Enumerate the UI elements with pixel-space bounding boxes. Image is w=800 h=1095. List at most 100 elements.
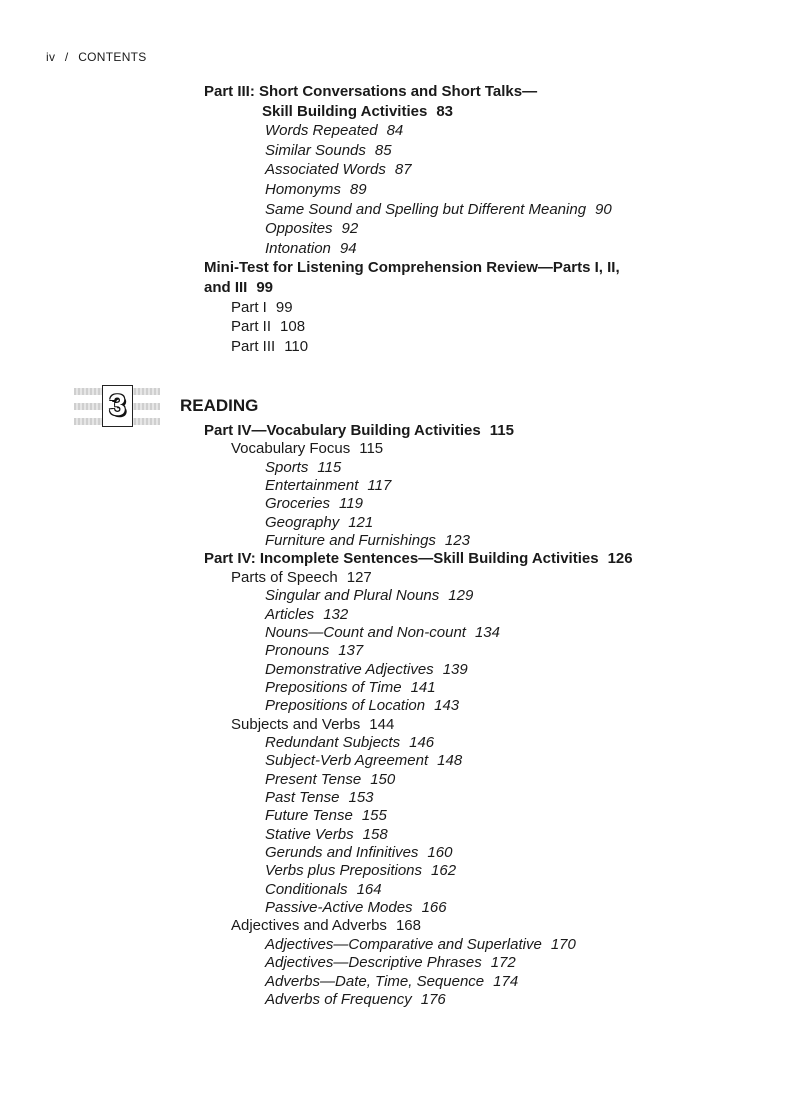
toc-entry-title: Future Tense bbox=[265, 807, 353, 825]
toc-entry-page: 89 bbox=[349, 181, 367, 198]
toc-entry-page: 99 bbox=[275, 298, 293, 316]
toc-entry: Present Tense 150 bbox=[265, 771, 395, 788]
toc-entry: Skill Building Activities 83 bbox=[262, 103, 453, 120]
toc-entry-page: 160 bbox=[427, 844, 453, 862]
toc-entry-title: Stative Verbs bbox=[265, 825, 354, 843]
toc-entry: Associated Words 87 bbox=[265, 161, 412, 178]
toc-entry: Words Repeated 84 bbox=[265, 122, 403, 139]
toc-entry: Articles 132 bbox=[265, 606, 348, 623]
toc-entry-page: 153 bbox=[348, 789, 374, 806]
toc-entry: Passive-Active Modes 166 bbox=[265, 899, 447, 916]
toc-entry-page: 141 bbox=[410, 678, 436, 696]
toc-entry-title: Passive-Active Modes bbox=[265, 899, 413, 917]
toc-entry-page: 92 bbox=[341, 220, 359, 238]
toc-entry: Adverbs—Date, Time, Sequence 174 bbox=[265, 973, 518, 990]
page-number: iv bbox=[46, 50, 56, 64]
toc-entry-page: 168 bbox=[395, 917, 421, 935]
toc-entry-title: Associated Words bbox=[265, 161, 386, 179]
toc-entry: Part II 108 bbox=[231, 318, 305, 335]
toc-entry-page: 132 bbox=[323, 605, 349, 623]
toc-entry-page: 146 bbox=[409, 733, 435, 751]
toc-entry: Intonation 94 bbox=[265, 240, 357, 257]
toc-entry-page: 172 bbox=[490, 954, 516, 972]
toc-entry-page: 148 bbox=[437, 752, 463, 770]
toc-entry: Verbs plus Prepositions 162 bbox=[265, 862, 456, 879]
toc-entry-page: 144 bbox=[369, 715, 395, 733]
toc-entry-title: Subjects and Verbs bbox=[231, 715, 361, 733]
toc-entry: Conditionals 164 bbox=[265, 881, 382, 898]
toc-entry-page: 115 bbox=[489, 422, 514, 439]
toc-entry-page: 99 bbox=[256, 279, 274, 296]
toc-entry-title: Skill Building Activities bbox=[262, 102, 428, 120]
toc-entry-page: 137 bbox=[338, 642, 364, 660]
toc-entry: Gerunds and Infinitives 160 bbox=[265, 844, 452, 861]
toc-entry-title: Furniture and Furnishings bbox=[265, 532, 436, 550]
toc-entry-page: 83 bbox=[436, 102, 453, 120]
toc-entry-page: 87 bbox=[394, 161, 412, 179]
toc-entry-title: Opposites bbox=[265, 220, 333, 238]
toc-entry-page: 176 bbox=[420, 990, 446, 1008]
toc-entry-title: Part IV—Vocabulary Building Activities bbox=[204, 422, 481, 439]
toc-entry: Part IV: Incomplete Sentences—Skill Buil… bbox=[204, 550, 633, 567]
toc-entry: Similar Sounds 85 bbox=[265, 142, 392, 159]
toc-entry-title: Adverbs—Date, Time, Sequence bbox=[265, 972, 485, 990]
toc-entry: Adjectives—Comparative and Superlative 17… bbox=[265, 936, 576, 953]
toc-entry-page: 90 bbox=[595, 200, 612, 218]
toc-entry-page: 174 bbox=[493, 972, 519, 990]
toc-entry: Opposites 92 bbox=[265, 220, 358, 237]
toc-entry-title: Groceries bbox=[265, 495, 331, 513]
toc-entry-title: Part III bbox=[231, 337, 276, 355]
toc-entry: Adjectives and Adverbs 168 bbox=[231, 917, 421, 934]
toc-entry-page: 85 bbox=[374, 141, 392, 159]
toc-entry: Vocabulary Focus 115 bbox=[231, 440, 383, 457]
toc-entry: Part IV—Vocabulary Building Activities 11… bbox=[204, 422, 514, 439]
toc-entry: Future Tense 155 bbox=[265, 807, 387, 824]
toc-entry-title: Intonation bbox=[265, 239, 331, 257]
toc-entry-title: Geography bbox=[265, 513, 340, 531]
toc-entry: Stative Verbs 158 bbox=[265, 826, 388, 843]
toc-entry-page: 134 bbox=[474, 623, 500, 641]
toc-entry-page: 84 bbox=[386, 122, 404, 140]
toc-entry-title: Redundant Subjects bbox=[265, 733, 401, 751]
toc-entry-title: Pronouns bbox=[265, 642, 330, 660]
chapter-title: READING bbox=[180, 396, 259, 415]
toc-entry-title: Vocabulary Focus bbox=[231, 440, 351, 458]
toc-entry-title: Subject-Verb Agreement bbox=[265, 752, 429, 770]
toc-entry-page: 108 bbox=[280, 318, 306, 336]
toc-entry: Entertainment 117 bbox=[265, 477, 391, 494]
toc-entry-title: Adjectives—Comparative and Superlative bbox=[265, 935, 542, 953]
toc-entry-title: Prepositions of Time bbox=[265, 678, 402, 696]
toc-entry-title: Homonyms bbox=[265, 181, 341, 198]
toc-entry-title: Past Tense bbox=[265, 789, 340, 806]
toc-entry: Subject-Verb Agreement 148 bbox=[265, 752, 462, 769]
toc-entry: Sports 115 bbox=[265, 459, 341, 476]
toc-entry-page: 129 bbox=[448, 587, 474, 605]
toc-entry-page: 121 bbox=[348, 513, 374, 531]
toc-entry-page: 139 bbox=[442, 660, 468, 678]
toc-entry-page: 115 bbox=[317, 458, 342, 476]
toc-entry: Geography 121 bbox=[265, 514, 373, 531]
toc-entry-title: Mini-Test for Listening Comprehension Re… bbox=[204, 259, 620, 277]
toc-entry-title: Present Tense bbox=[265, 770, 362, 788]
header-section: CONTENTS bbox=[78, 50, 147, 64]
toc-entry-page: 166 bbox=[421, 899, 447, 917]
toc-entry: Pronouns 137 bbox=[265, 642, 363, 659]
toc-entry: Prepositions of Location 143 bbox=[265, 697, 459, 714]
toc-entry: Part I 99 bbox=[231, 299, 293, 316]
toc-entry-title: Parts of Speech bbox=[231, 568, 338, 586]
toc-entry: Past Tense 153 bbox=[265, 789, 374, 806]
toc-entry-title: Gerunds and Infinitives bbox=[265, 844, 419, 862]
toc-entry-page: 119 bbox=[339, 495, 363, 513]
toc-entry-page: 126 bbox=[607, 550, 633, 568]
toc-entry: Subjects and Verbs 144 bbox=[231, 716, 394, 733]
toc-entry: Same Sound and Spelling but Different Me… bbox=[265, 201, 612, 218]
toc-entry-title: Part I bbox=[231, 298, 267, 316]
toc-entry: Homonyms 89 bbox=[265, 181, 367, 198]
toc-entry-title: Articles bbox=[265, 605, 315, 623]
toc-entry: Prepositions of Time 141 bbox=[265, 679, 436, 696]
toc-entry-title: Adjectives and Adverbs bbox=[231, 917, 387, 935]
toc-entry-title: Similar Sounds bbox=[265, 141, 366, 159]
header-separator: / bbox=[64, 50, 69, 64]
toc-entry: Part III: Short Conversations and Short … bbox=[204, 83, 537, 100]
toc-entry-page: 158 bbox=[362, 825, 388, 843]
